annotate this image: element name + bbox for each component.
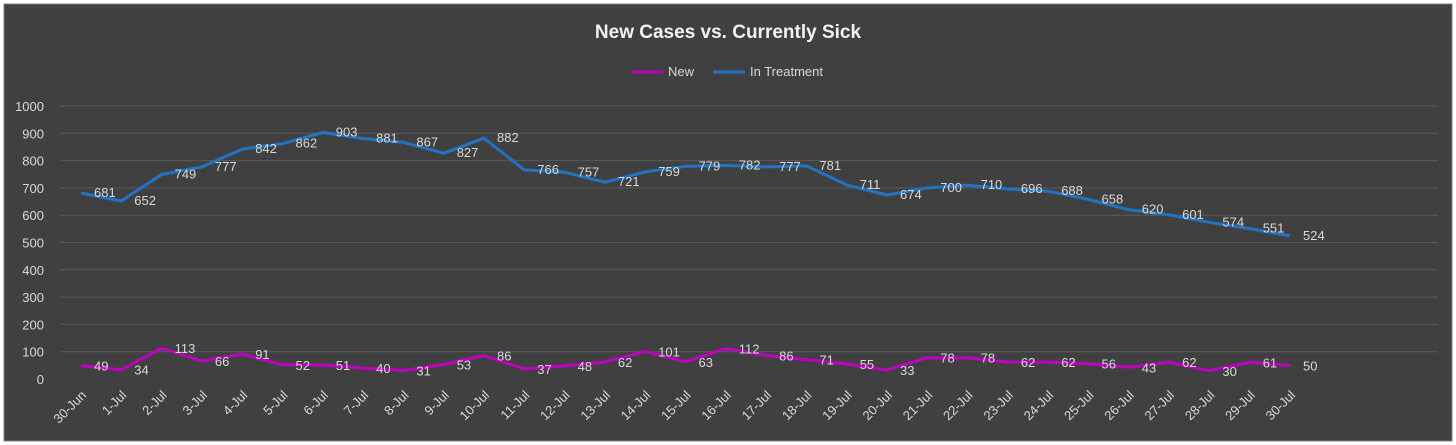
data-label-new: 62 [1182,355,1196,370]
data-label-new: 86 [497,349,511,364]
data-label-in-treatment: 867 [416,134,438,149]
gridlines [61,105,1438,353]
data-label-new: 86 [779,349,793,364]
data-label-in-treatment: 688 [1061,183,1083,198]
data-label-in-treatment: 782 [739,158,761,173]
data-label-new: 50 [1303,358,1317,373]
data-label-in-treatment: 749 [175,167,197,182]
data-label-in-treatment: 700 [940,180,962,195]
data-label-in-treatment: 710 [981,177,1003,192]
data-label-in-treatment: 721 [618,174,640,189]
chart-title: New Cases vs. Currently Sick [595,22,862,43]
data-label-in-treatment: 779 [699,158,721,173]
legend: New In Treatment [631,64,823,79]
series [80,131,1291,373]
legend-in-treatment-label: In Treatment [750,64,823,79]
data-label-new: 37 [537,362,551,377]
data-label-new: 40 [376,361,390,376]
data-label-new: 66 [215,354,229,369]
data-label-in-treatment: 696 [1021,181,1043,196]
y-tick-label: 700 [22,181,44,196]
data-label-in-treatment: 777 [779,159,801,174]
data-label-new: 91 [255,347,269,362]
y-tick-label: 900 [22,126,44,141]
data-label-in-treatment: 827 [457,145,479,160]
data-label-new: 71 [819,353,833,368]
data-label-in-treatment: 766 [537,162,559,177]
data-label-new: 56 [1102,357,1116,372]
data-label-new: 48 [578,359,592,374]
data-label-in-treatment: 882 [497,130,519,145]
data-label-new: 62 [1061,355,1075,370]
data-label-new: 62 [1021,355,1035,370]
data-label-new: 52 [296,358,310,373]
data-label-new: 51 [336,358,350,373]
y-tick-label: 200 [22,317,44,332]
data-label-new: 34 [134,363,148,378]
data-label-new: 63 [699,355,713,370]
data-label-in-treatment: 903 [336,124,358,139]
data-label-in-treatment: 781 [819,158,841,173]
data-label-new: 33 [900,363,914,378]
series-in-treatment-line [80,131,1291,238]
data-label-new: 112 [739,341,760,356]
y-tick-label: 0 [37,372,44,387]
data-label-new: 78 [981,351,995,366]
data-label-in-treatment: 574 [1222,214,1244,229]
y-tick-label: 400 [22,263,44,278]
data-label-in-treatment: 620 [1142,202,1164,217]
y-tick-label: 500 [22,236,44,251]
data-label-in-treatment: 862 [296,136,318,151]
data-label-in-treatment: 711 [860,177,881,192]
data-label-new: 31 [416,364,430,379]
data-label-in-treatment: 601 [1182,207,1204,222]
data-label-in-treatment: 777 [215,159,237,174]
data-label-new: 113 [175,341,196,356]
data-label-new: 43 [1142,360,1156,375]
y-axis: 0 100 200 300 400 500 600 700 800 900 1000 [15,99,44,387]
legend-new-label: New [668,64,695,79]
data-label-in-treatment: 652 [134,193,156,208]
series-new-line [80,346,1291,373]
data-label-in-treatment: 759 [658,164,680,179]
data-label-new: 61 [1263,355,1277,370]
data-label-new: 78 [940,351,954,366]
y-tick-label: 800 [22,154,44,169]
data-label-in-treatment: 757 [578,164,600,179]
data-label-new: 30 [1222,364,1236,379]
data-label-new: 55 [860,357,874,372]
data-label-in-treatment: 551 [1263,221,1285,236]
data-label-new: 49 [94,359,108,374]
data-label-in-treatment: 658 [1102,191,1124,206]
data-label-in-treatment: 881 [376,130,398,145]
y-tick-label: 1000 [15,99,44,114]
data-label-in-treatment: 681 [94,185,116,200]
data-label-in-treatment: 842 [255,141,277,156]
data-label-new: 101 [658,344,680,359]
data-label-in-treatment: 674 [900,187,922,202]
data-label-in-treatment: 524 [1303,228,1325,243]
y-tick-label: 100 [22,345,44,360]
data-label-new: 62 [618,355,632,370]
data-label-new: 53 [457,358,471,373]
y-tick-label: 600 [22,208,44,223]
y-tick-label: 300 [22,290,44,305]
